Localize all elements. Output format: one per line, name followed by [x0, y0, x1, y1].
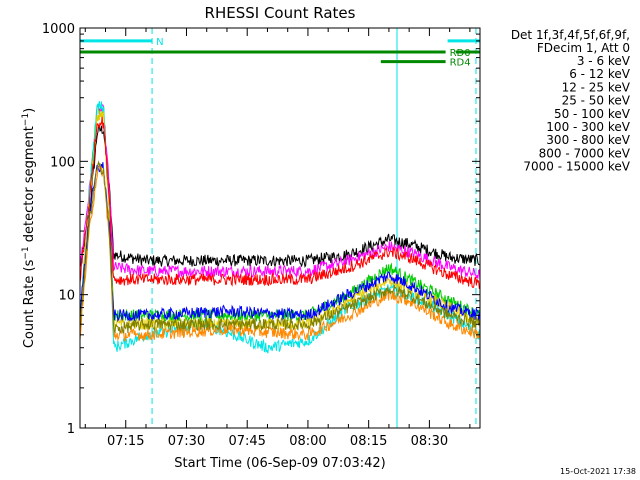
- legend-label: 100 - 300 keV: [546, 120, 630, 134]
- series-line-3: [79, 101, 481, 354]
- series-line-7: [79, 164, 481, 342]
- legend-label: 50 - 100 keV: [554, 107, 631, 121]
- legend: Det 1f,3f,4f,5f,6f,9f, FDecim 1, Att 0 3…: [511, 28, 631, 174]
- series-line-6: [79, 162, 481, 323]
- x-tick-label: 08:30: [411, 434, 448, 449]
- y-tick-label: 100: [50, 155, 75, 170]
- x-tick-label: 07:15: [107, 434, 144, 449]
- chart-title: RHESSI Count Rates: [205, 4, 356, 22]
- legend-label: 3 - 6 keV: [577, 54, 631, 68]
- legend-label: 6 - 12 keV: [569, 67, 631, 81]
- legend-header-line1: Det 1f,3f,4f,5f,6f,9f,: [511, 28, 630, 42]
- y-tick-label: 1: [67, 422, 75, 437]
- y-axis-label-mid: detector segment: [22, 126, 37, 246]
- legend-label: 7000 - 15000 keV: [523, 160, 630, 174]
- y-axis-label-sup1: −1: [21, 246, 31, 259]
- y-tick-label: 1000: [42, 22, 75, 37]
- y-tick-label: 10: [58, 289, 75, 304]
- x-tick-label: 07:45: [228, 434, 265, 449]
- series-line-0: [79, 124, 481, 269]
- marker-label-N: N: [156, 37, 163, 48]
- series-line-1: [79, 104, 481, 281]
- x-tick-label: 07:30: [168, 434, 205, 449]
- series-line-5: [79, 116, 481, 289]
- legend-label: 300 - 800 keV: [546, 133, 630, 147]
- legend-header-line2: FDecim 1, Att 0: [537, 41, 630, 55]
- marker-label-RD4: RD4: [450, 58, 471, 69]
- render-timestamp: 15-Oct-2021 17:38: [560, 467, 636, 476]
- y-axis-label-end: ): [22, 108, 37, 113]
- plot-frame: [79, 27, 481, 429]
- legend-label: 12 - 25 keV: [562, 80, 631, 94]
- x-tick-label: 08:00: [289, 434, 326, 449]
- legend-label: 800 - 7000 keV: [539, 146, 631, 160]
- y-axis-label-sup2: −1: [21, 113, 31, 126]
- series-line-4: [79, 110, 481, 331]
- y-axis-label: Count Rate (s−1 detector segment−1): [21, 108, 37, 348]
- x-axis-label: Start Time (06-Sep-09 07:03:42): [174, 456, 385, 471]
- legend-label: 25 - 50 keV: [562, 94, 631, 108]
- y-axis-label-main: Count Rate (s: [22, 259, 37, 348]
- series-line-8: [79, 160, 481, 335]
- plot-area: NRD0RD4110100100007:1507:3007:4508:0008:…: [42, 22, 481, 449]
- x-tick-label: 08:15: [350, 434, 387, 449]
